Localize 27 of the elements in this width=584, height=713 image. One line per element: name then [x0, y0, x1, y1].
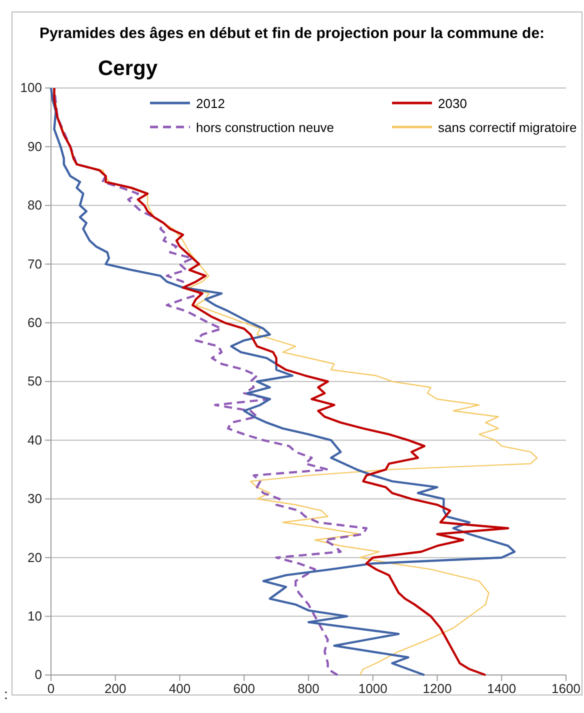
- y-tick-label: 80: [28, 198, 42, 213]
- y-tick-label: 10: [28, 608, 42, 624]
- x-tick-label: 1000: [358, 681, 388, 696]
- legend-label: 2012: [196, 96, 225, 111]
- y-tick-label: 100: [20, 80, 42, 96]
- x-tick-label: 1200: [422, 681, 452, 696]
- chart-title: Pyramides des âges en début et fin de projection pour la commune de:: [39, 25, 545, 42]
- y-tick-label: 30: [28, 491, 42, 506]
- x-tick-label: 600: [233, 681, 255, 696]
- x-tick-label: 200: [104, 681, 126, 696]
- y-tick-label: 40: [28, 432, 42, 448]
- x-tick-label: 400: [168, 681, 191, 696]
- legend-label: hors construction neuve: [196, 120, 334, 135]
- legend-label: 2030: [438, 96, 467, 111]
- y-tick-label: 20: [28, 550, 42, 565]
- y-tick-label: 70: [28, 256, 42, 272]
- legend-label: sans correctif migratoire: [438, 120, 577, 135]
- x-tick-label: 0: [47, 681, 55, 696]
- x-tick-label: 1400: [487, 681, 516, 696]
- x-tick-label: 800: [298, 681, 320, 696]
- y-tick-label: 60: [28, 314, 42, 330]
- text: :: [4, 686, 8, 702]
- x-tick-label: 1600: [552, 681, 580, 696]
- chart-subtitle: Cergy: [98, 57, 158, 80]
- y-tick-label: 50: [28, 374, 42, 389]
- y-tick-label: 90: [28, 138, 42, 154]
- y-tick-label: 0: [34, 667, 42, 682]
